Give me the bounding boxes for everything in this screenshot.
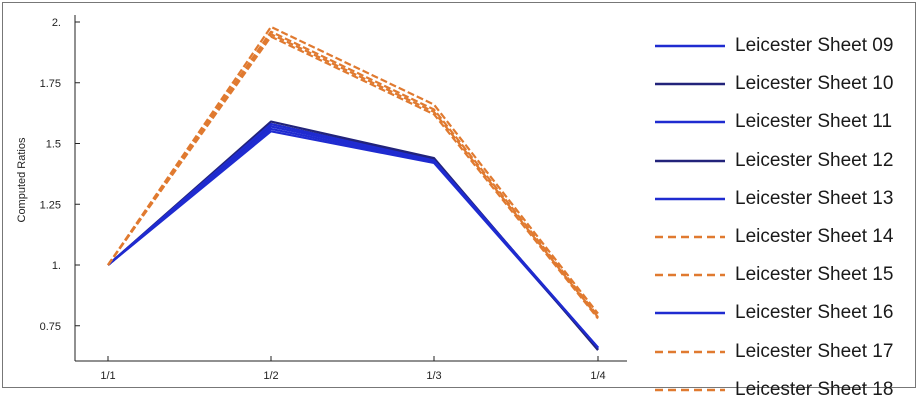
legend-item: Leicester Sheet 17 (643, 333, 893, 371)
series-line-9 (107, 25, 599, 315)
legend-swatch (655, 388, 725, 392)
legend-swatch (655, 312, 725, 315)
y-tick-label: 1.75 (40, 78, 61, 90)
line-chart: 0.75 1. 1.25 1.5 1.75 2. 1/1 1/2 1/3 1/4 Computed… (16, 15, 627, 382)
series-line-8 (107, 122, 599, 349)
legend-item: Leicester Sheet 09 (643, 27, 893, 65)
series-line-2 (107, 122, 599, 350)
series-line-7 (107, 35, 599, 320)
series-layer (107, 25, 599, 351)
legend-label: Leicester Sheet 12 (735, 149, 894, 171)
y-tick-label: 1. (52, 260, 61, 272)
x-tick-label: 1/4 (590, 370, 605, 382)
series-line-3 (107, 130, 599, 350)
axes: 0.75 1. 1.25 1.5 1.75 2. 1/1 1/2 1/3 1/4 (40, 15, 627, 382)
legend-swatch (655, 82, 725, 86)
legend-label: Leicester Sheet 09 (735, 35, 894, 56)
legend-item: Leicester Sheet 12 (643, 142, 893, 180)
legend-label: Leicester Sheet 14 (735, 226, 894, 247)
legend-item: Leicester Sheet 18 (643, 371, 893, 409)
legend-label: Leicester Sheet 16 (735, 302, 894, 324)
legend-item: Leicester Sheet 15 (643, 256, 893, 294)
legend-swatch (655, 197, 725, 201)
legend-label: Leicester Sheet 13 (735, 187, 894, 209)
legend-swatch (655, 159, 725, 162)
series-line-1 (107, 125, 599, 349)
legend-label: Leicester Sheet 15 (735, 264, 894, 286)
y-tick-label: 1.25 (40, 199, 61, 211)
y-tick-label: 1.5 (46, 139, 61, 151)
chart-frame: 0.75 1. 1.25 1.5 1.75 2. 1/1 1/2 1/3 1/4 Computed… (2, 2, 916, 400)
legend-label: Leicester Sheet 11 (735, 111, 893, 133)
legend-swatch (655, 44, 725, 48)
legend-item: Leicester Sheet 10 (643, 65, 893, 103)
legend-label: Leicester Sheet 18 (735, 378, 894, 400)
legend-item: Leicester Sheet 13 (643, 180, 893, 218)
series-line-10 (107, 33, 599, 318)
x-tick-label: 1/1 (100, 370, 115, 382)
x-tick-label: 1/3 (426, 370, 441, 382)
y-axis-label: Computed Ratios (16, 137, 28, 222)
legend-swatch (655, 273, 725, 277)
x-tick-label: 1/2 (263, 370, 278, 382)
legend-swatch (655, 350, 725, 353)
y-tick-label: 0.75 (40, 321, 61, 333)
legend-swatch (655, 235, 725, 239)
y-tick-label: 2. (52, 17, 61, 29)
legend-label: Leicester Sheet 10 (735, 73, 894, 95)
legend-label: Leicester Sheet 17 (735, 340, 894, 362)
legend-item: Leicester Sheet 16 (643, 294, 893, 332)
legend-swatch (655, 121, 725, 124)
legend-item: Leicester Sheet 14 (643, 218, 893, 256)
legend-item: Leicester Sheet 11 (643, 103, 892, 141)
